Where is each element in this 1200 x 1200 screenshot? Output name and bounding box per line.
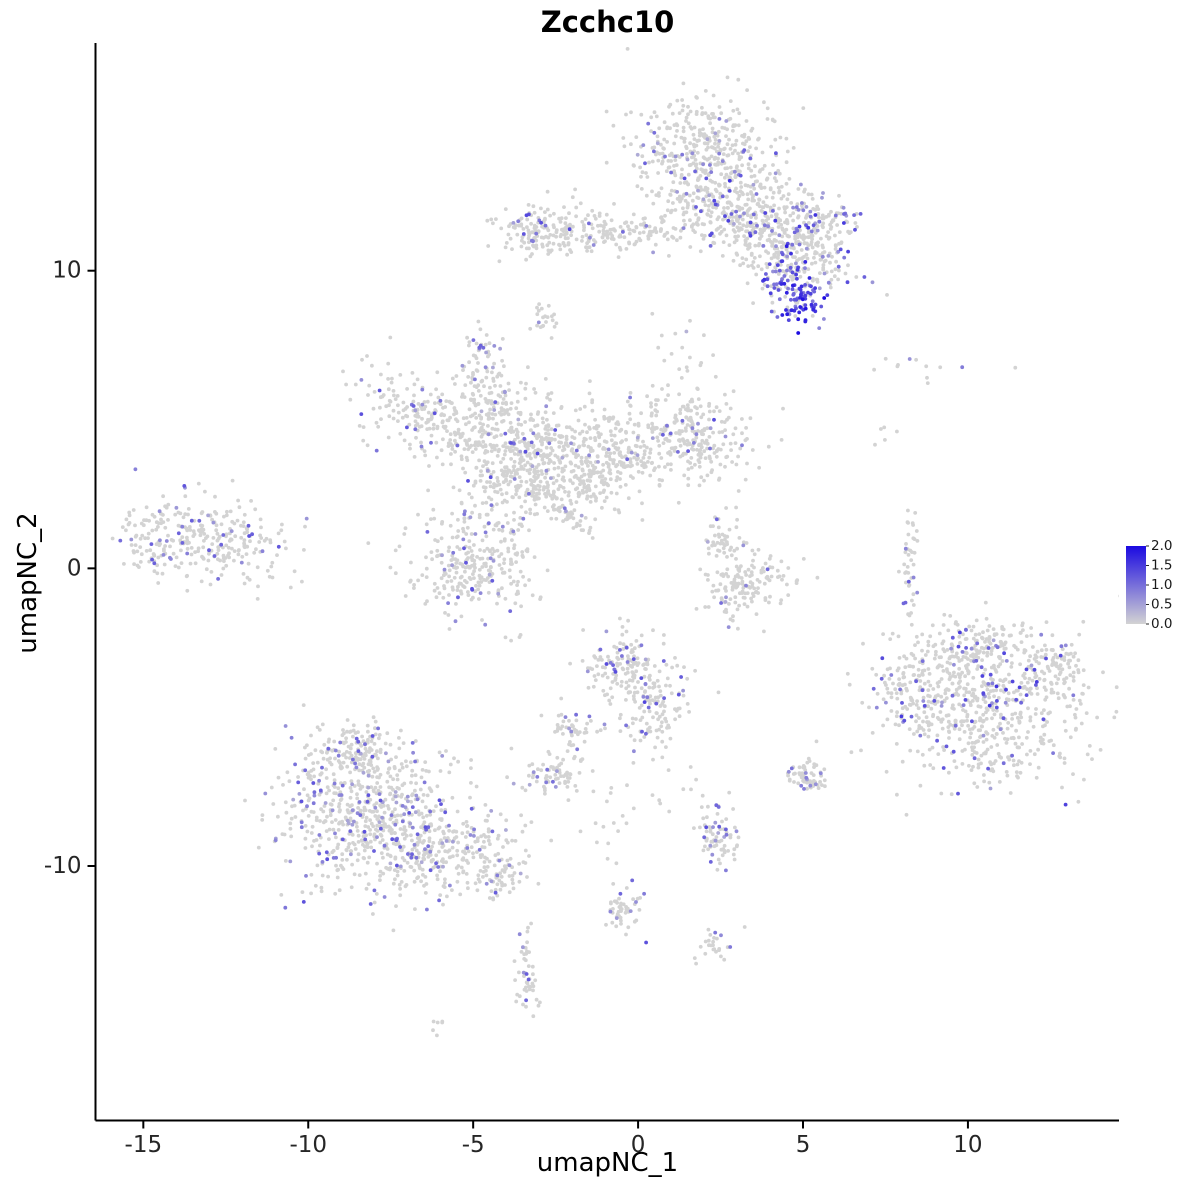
y-axis-title: umapNC_2: [13, 512, 43, 654]
scatter-points: [110, 47, 1119, 1038]
legend-colorbar: 2.01.51.00.50.0: [1126, 538, 1172, 632]
x-axis-title: umapNC_1: [536, 1148, 679, 1178]
plot-title: Zcchc10: [540, 5, 675, 39]
